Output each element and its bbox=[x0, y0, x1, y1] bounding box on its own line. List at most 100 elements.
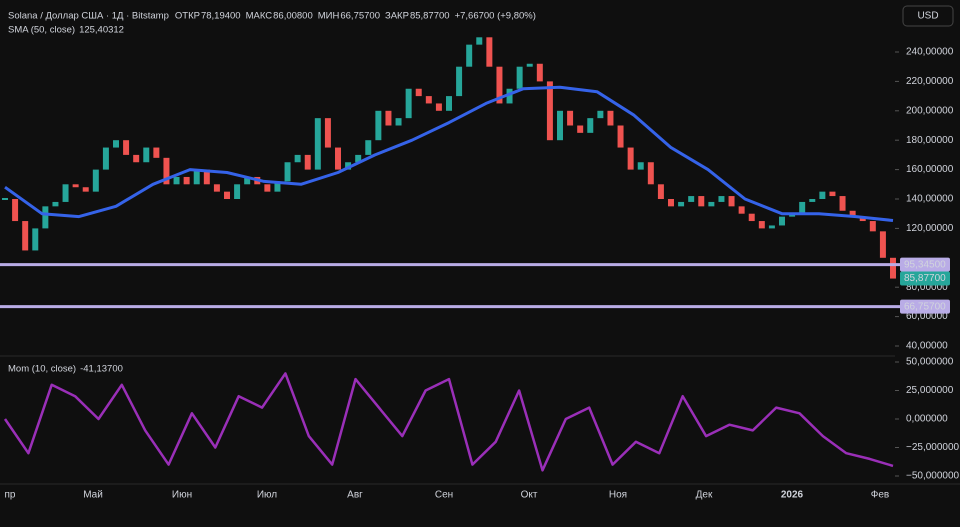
x-tick-label: Авг bbox=[347, 490, 363, 501]
candle bbox=[294, 154, 301, 163]
momentum-line bbox=[3, 372, 894, 472]
change: +7,66700 (+9,80%) bbox=[455, 11, 536, 22]
mom-tick-label: 25,000000 bbox=[906, 385, 954, 396]
y-tick-label: 80,00000 bbox=[906, 282, 948, 293]
candle bbox=[476, 37, 483, 45]
candle bbox=[839, 196, 846, 211]
mom-name: Mom (10, close) bbox=[8, 364, 76, 375]
sma-line bbox=[4, 85, 894, 222]
candle bbox=[678, 201, 685, 207]
candle bbox=[799, 201, 806, 214]
candle bbox=[486, 37, 493, 67]
candle bbox=[304, 154, 311, 170]
candle bbox=[768, 225, 775, 229]
candle bbox=[546, 81, 553, 141]
candle bbox=[748, 213, 755, 222]
currency[interactable]: USD bbox=[917, 11, 938, 22]
y-tick-label: 60,00000 bbox=[906, 311, 948, 322]
x-tick-label: Ноя bbox=[609, 490, 627, 501]
candle bbox=[617, 125, 624, 148]
candle bbox=[627, 147, 634, 170]
candle bbox=[335, 147, 341, 170]
candle bbox=[62, 184, 69, 202]
candle bbox=[314, 118, 321, 170]
candle bbox=[668, 199, 674, 207]
candle bbox=[536, 63, 543, 82]
candle bbox=[718, 196, 725, 202]
x-tick-label: пр bbox=[5, 490, 16, 501]
sma-value: 125,40312 bbox=[79, 25, 124, 36]
candle bbox=[526, 63, 533, 67]
candle bbox=[123, 140, 130, 155]
mom-tick-label: 50,000000 bbox=[906, 357, 954, 368]
candle bbox=[708, 201, 715, 207]
mom-tick-label: 0,000000 bbox=[906, 414, 948, 425]
x-tick-label: Июн bbox=[172, 490, 192, 501]
candle bbox=[879, 231, 886, 258]
candle bbox=[779, 216, 785, 226]
x-tick-label: Фев bbox=[871, 490, 889, 501]
candle bbox=[92, 169, 99, 192]
candle bbox=[355, 154, 362, 163]
candle bbox=[163, 157, 170, 185]
y-tick-label: 240,00000 bbox=[906, 47, 954, 58]
mom-tick-label: −25,000000 bbox=[906, 442, 960, 453]
candle bbox=[758, 221, 765, 229]
candle bbox=[2, 198, 8, 200]
candle bbox=[435, 103, 442, 111]
candle bbox=[113, 140, 119, 148]
candle bbox=[415, 88, 422, 97]
candle bbox=[849, 210, 856, 217]
mom-tick-label: −50,000000 bbox=[906, 471, 960, 482]
candle bbox=[597, 110, 604, 119]
level-label: 66,75700 bbox=[904, 301, 946, 312]
candle bbox=[345, 162, 352, 170]
candle bbox=[738, 206, 745, 214]
candle bbox=[284, 162, 291, 182]
y-tick-label: 220,00000 bbox=[906, 76, 954, 87]
candle bbox=[647, 162, 654, 185]
candle bbox=[224, 191, 230, 199]
candle bbox=[153, 147, 160, 158]
ohlc-name: ОТКР bbox=[175, 11, 200, 22]
candle bbox=[234, 184, 241, 199]
ohlc-value: 66,75700 bbox=[340, 11, 380, 22]
mom-value: -41,13700 bbox=[80, 364, 123, 375]
candle bbox=[133, 154, 140, 163]
last-price-label: 85,87700 bbox=[904, 273, 946, 284]
y-tick-label: 180,00000 bbox=[906, 135, 954, 146]
candle bbox=[557, 110, 563, 141]
candle bbox=[829, 191, 836, 197]
candle bbox=[102, 147, 109, 170]
y-tick-label: 120,00000 bbox=[906, 223, 954, 234]
ohlc-name: МИН bbox=[318, 11, 340, 22]
candle bbox=[577, 125, 584, 133]
candle bbox=[496, 66, 503, 104]
candle bbox=[506, 88, 513, 104]
x-tick-label: Окт bbox=[521, 490, 538, 501]
candle bbox=[375, 110, 382, 141]
candle bbox=[173, 176, 180, 185]
candle bbox=[607, 110, 614, 126]
candle bbox=[425, 96, 432, 104]
candle bbox=[657, 184, 664, 199]
candle bbox=[890, 257, 896, 279]
candle bbox=[698, 196, 705, 207]
candle bbox=[859, 216, 866, 222]
candle bbox=[32, 228, 39, 251]
currency-button[interactable] bbox=[902, 5, 954, 27]
candle bbox=[22, 221, 29, 251]
level-tag bbox=[900, 299, 950, 314]
candle bbox=[688, 196, 695, 202]
level-tag bbox=[900, 257, 950, 272]
x-tick-label: Май bbox=[83, 490, 103, 501]
candle bbox=[274, 181, 281, 192]
candle bbox=[213, 184, 220, 192]
ohlc-name: ЗАКР bbox=[385, 11, 409, 22]
sma-name: SMA (50, close) bbox=[8, 25, 75, 36]
candle bbox=[446, 96, 452, 111]
candle bbox=[72, 184, 79, 188]
candle bbox=[183, 176, 190, 185]
candle bbox=[405, 88, 412, 119]
